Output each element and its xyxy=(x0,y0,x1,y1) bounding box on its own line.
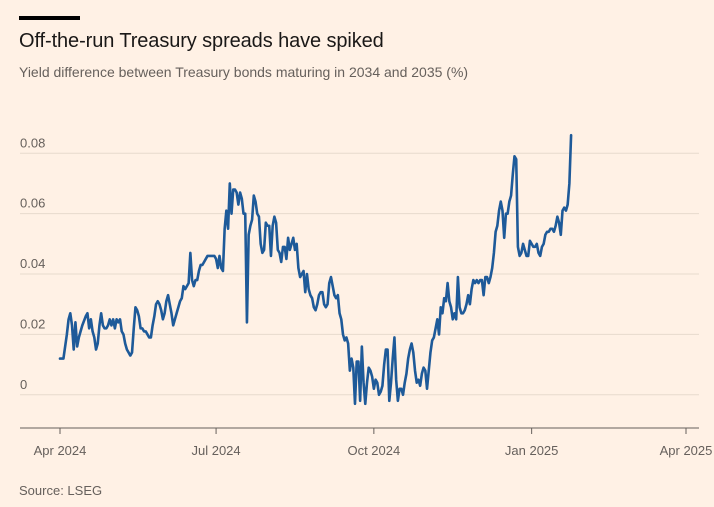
chart-subtitle: Yield difference between Treasury bonds … xyxy=(19,64,469,80)
y-axis-labels: 0 0.02 0.04 0.06 0.08 xyxy=(20,135,45,392)
x-axis: Apr 2024 Jul 2024 Oct 2024 Jan 2025 Apr 2025 xyxy=(20,427,713,458)
x-tick-label-0: Apr 2024 xyxy=(34,443,87,458)
y-tick-label-4: 0.08 xyxy=(20,135,45,150)
chart-title: Off-the-run Treasury spreads have spiked xyxy=(19,30,384,52)
grid-lines xyxy=(20,152,699,396)
x-tick-label-2: Oct 2024 xyxy=(347,443,400,458)
series-line-0 xyxy=(58,133,573,406)
source-note: Source: LSEG xyxy=(19,483,103,498)
series-layer xyxy=(58,133,573,406)
y-tick-label-3: 0.06 xyxy=(20,196,45,211)
y-tick-label-1: 0.02 xyxy=(20,316,45,331)
y-tick-label-0: 0 xyxy=(20,377,27,392)
y-tick-label-2: 0.04 xyxy=(20,256,45,271)
x-tick-label-4: Apr 2025 xyxy=(660,443,713,458)
x-tick-label-1: Jul 2024 xyxy=(191,443,240,458)
brand-rule xyxy=(19,16,80,20)
x-tick-label-3: Jan 2025 xyxy=(505,443,559,458)
